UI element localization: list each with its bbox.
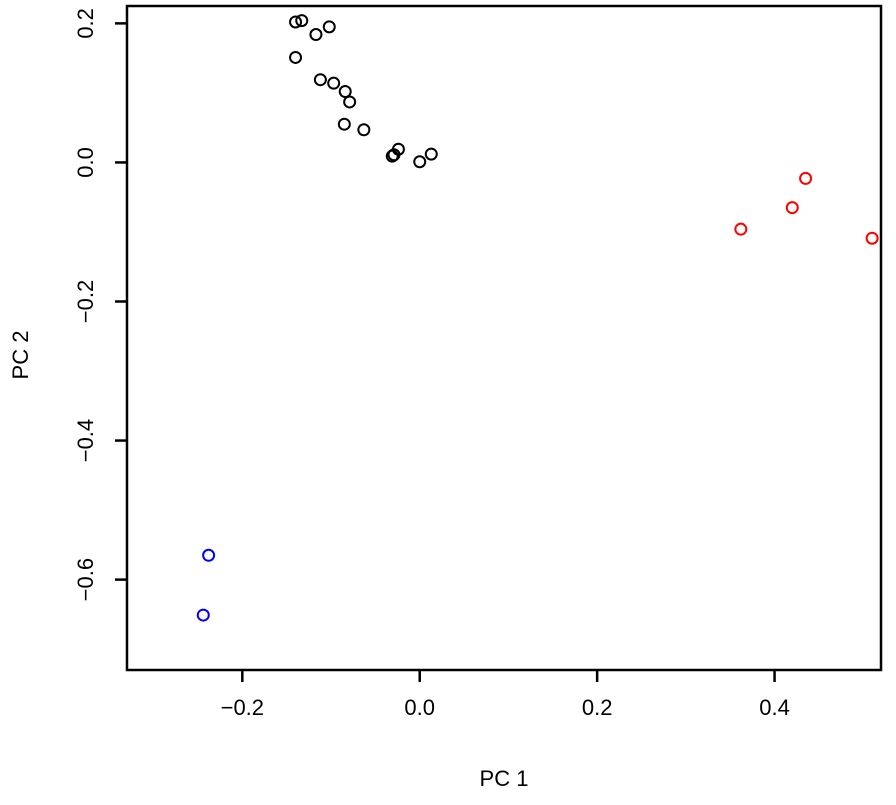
data-point [202, 548, 216, 562]
data-point [343, 95, 357, 109]
x-tick-label: 0.0 [404, 695, 435, 720]
data-points [196, 14, 879, 622]
data-point [799, 171, 813, 185]
data-point [295, 14, 309, 28]
data-point [322, 20, 336, 34]
data-point [785, 201, 799, 215]
y-tick-label: 0.2 [73, 8, 98, 39]
data-point [357, 123, 371, 137]
data-point [313, 73, 327, 87]
x-tick-label: 0.4 [759, 695, 790, 720]
data-point [289, 15, 303, 29]
data-point [387, 148, 401, 162]
data-point [338, 85, 352, 99]
data-point [327, 76, 341, 90]
y-tick-label: −0.2 [73, 280, 98, 323]
y-tick-label: 0.0 [73, 147, 98, 178]
data-point [413, 155, 427, 169]
data-point [289, 50, 303, 64]
data-point [337, 117, 351, 131]
y-tick-label: −0.4 [73, 419, 98, 462]
data-point [424, 147, 438, 161]
data-point [385, 149, 399, 163]
y-axis: 0.2 0.0 −0.2 −0.4 −0.6 [73, 8, 127, 601]
x-tick-label: 0.2 [582, 695, 613, 720]
y-tick-label: −0.6 [73, 558, 98, 601]
plot-frame [125, 4, 883, 672]
data-point [734, 222, 748, 236]
data-point [865, 231, 879, 245]
x-axis: −0.2 0.0 0.2 0.4 [221, 670, 790, 720]
x-tick-label: −0.2 [221, 695, 264, 720]
x-axis-label: PC 1 [480, 766, 529, 791]
data-point [309, 28, 323, 42]
y-axis-label: PC 2 [8, 331, 33, 380]
data-point [196, 608, 210, 622]
